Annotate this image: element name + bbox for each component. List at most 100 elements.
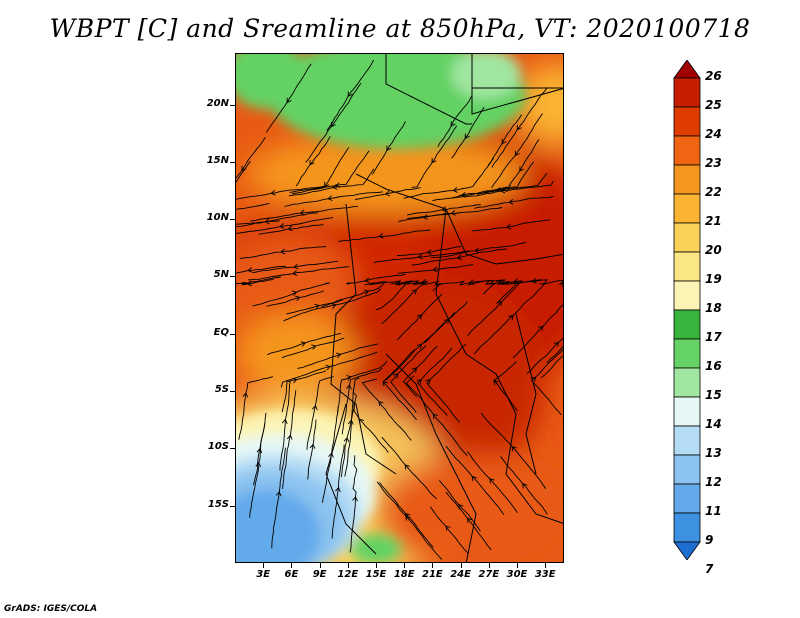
lon-tick-mark bbox=[319, 563, 321, 568]
streamline-arrow bbox=[287, 225, 293, 232]
streamline bbox=[283, 288, 382, 322]
streamline bbox=[467, 451, 518, 513]
streamline bbox=[390, 345, 427, 413]
streamline bbox=[236, 202, 270, 210]
lat-tick-label: EQ bbox=[213, 326, 229, 338]
streamline-arrow bbox=[422, 214, 429, 220]
streamline-arrow bbox=[327, 195, 333, 202]
streamline-arrow bbox=[292, 270, 298, 277]
streamline-arrow bbox=[464, 133, 470, 140]
streamline-arrow bbox=[347, 419, 354, 425]
streamline bbox=[280, 351, 378, 388]
colorbar-swatch bbox=[673, 425, 701, 456]
streamline-arrow bbox=[501, 138, 507, 145]
streamline-arrow bbox=[300, 341, 307, 347]
streamline bbox=[390, 280, 442, 292]
colorbar-label: 14 bbox=[705, 417, 722, 431]
streamline-arrow bbox=[270, 189, 276, 196]
lon-tick-mark bbox=[432, 563, 434, 568]
streamline bbox=[346, 273, 406, 285]
streamline bbox=[236, 276, 282, 285]
streamline bbox=[305, 82, 362, 163]
streamline bbox=[236, 136, 266, 179]
lat-tick-mark bbox=[230, 219, 235, 221]
lon-tick-mark bbox=[460, 563, 462, 568]
colorbar-swatch bbox=[673, 222, 701, 253]
lon-tick-label: 6E bbox=[284, 569, 299, 580]
lat-tick-mark bbox=[230, 161, 235, 163]
streamline bbox=[432, 188, 501, 202]
streamline bbox=[344, 377, 360, 477]
streamline bbox=[297, 343, 379, 369]
streamline-arrow bbox=[404, 464, 410, 470]
chart-title: WBPT [C] and Sreamline at 850hPa, VT: 20… bbox=[49, 14, 751, 43]
lon-tick-label: 27E bbox=[478, 569, 500, 580]
streamline bbox=[467, 280, 524, 336]
streamline bbox=[373, 250, 470, 263]
colorbar-label: 11 bbox=[705, 504, 722, 518]
colorbar-swatch bbox=[673, 512, 701, 543]
colorbar-label: 18 bbox=[705, 301, 722, 315]
colorbar-label: 15 bbox=[705, 388, 722, 402]
streamline bbox=[281, 370, 327, 413]
streamline bbox=[445, 445, 505, 515]
colorbar-swatch bbox=[673, 77, 701, 108]
colorbar-label: 12 bbox=[705, 475, 722, 489]
streamline bbox=[397, 264, 474, 274]
streamline bbox=[265, 63, 312, 133]
lon-tick-mark bbox=[347, 563, 349, 568]
streamline-arrow bbox=[255, 461, 262, 468]
streamline-arrow bbox=[516, 124, 522, 131]
streamline-arrow bbox=[299, 209, 305, 216]
lon-tick-label: 9E bbox=[312, 569, 327, 580]
streamline-arrow bbox=[293, 263, 299, 270]
streamline bbox=[379, 482, 434, 548]
streamline-arrow bbox=[309, 443, 316, 449]
streamline-arrow bbox=[498, 279, 505, 286]
streamline-arrow bbox=[441, 206, 447, 213]
streamline bbox=[236, 160, 251, 183]
streamline bbox=[331, 444, 345, 539]
streamline bbox=[526, 337, 563, 375]
streamline bbox=[289, 147, 350, 194]
lon-tick-mark bbox=[404, 563, 406, 568]
streamline-arrow bbox=[324, 181, 330, 188]
streamline-arrow bbox=[386, 145, 392, 152]
streamline-arrow bbox=[335, 182, 341, 189]
streamline bbox=[491, 87, 548, 168]
streamline-arrow bbox=[416, 379, 422, 385]
colorbar-swatch bbox=[673, 367, 701, 398]
map-panel bbox=[235, 53, 564, 563]
colorbar-swatch bbox=[673, 338, 701, 369]
streamline bbox=[239, 246, 327, 260]
streamline bbox=[500, 456, 548, 515]
colorbar-swatch bbox=[673, 541, 701, 560]
streamline bbox=[474, 196, 554, 209]
streamline-arrow bbox=[279, 223, 285, 229]
lat-tick-mark bbox=[230, 333, 235, 335]
streamline-arrow bbox=[445, 525, 451, 531]
colorbar-label: 19 bbox=[705, 272, 722, 286]
streamline bbox=[361, 378, 412, 441]
footer-credit: GrADS: IGES/COLA bbox=[4, 604, 98, 614]
streamline bbox=[411, 248, 507, 266]
colorbar-label: 7 bbox=[705, 562, 714, 576]
streamline bbox=[493, 361, 518, 412]
streamline-arrow bbox=[331, 303, 337, 309]
streamline-arrow bbox=[489, 478, 495, 484]
streamline-arrow bbox=[508, 314, 514, 321]
streamline-arrow bbox=[405, 512, 411, 519]
colorbar-label: 22 bbox=[705, 185, 722, 199]
colorbar-label: 26 bbox=[705, 69, 722, 83]
colorbar-swatch bbox=[673, 193, 701, 224]
streamline-arrow bbox=[311, 404, 318, 411]
lon-tick-mark bbox=[488, 563, 490, 568]
streamline bbox=[236, 185, 326, 200]
streamline-arrow bbox=[452, 187, 458, 193]
streamline-arrow bbox=[493, 379, 499, 386]
lon-tick-label: 15E bbox=[365, 569, 387, 580]
streamline-arrow bbox=[474, 247, 480, 254]
streamline bbox=[431, 241, 527, 259]
streamline bbox=[546, 345, 563, 364]
streamline-arrow bbox=[508, 199, 514, 205]
